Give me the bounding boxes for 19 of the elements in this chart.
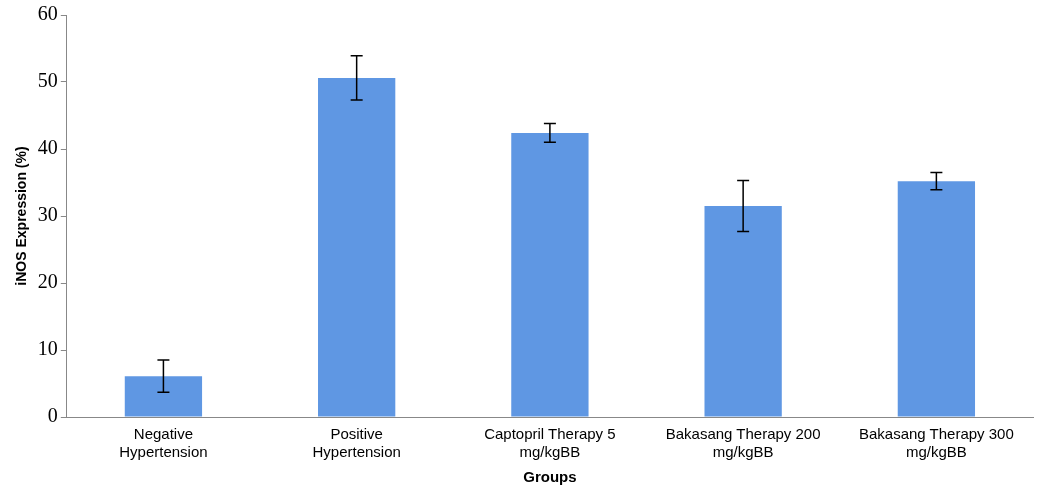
y-tick-label: 50 [37,69,58,92]
x-tick-label: Positive Hypertension [312,425,401,461]
y-axis-title: iNOS Expression (%) [13,146,30,286]
bar [318,77,396,417]
y-tick-label: 10 [37,337,58,360]
x-tick-label: Bakasang Therapy 200 mg/kgBB [665,425,821,461]
x-tick-label: Bakasang Therapy 300 mg/kgBB [858,425,1014,461]
y-tick-label: 20 [37,270,58,293]
x-tick-label: Captopril Therapy 5 mg/kgBB [484,425,616,461]
y-tick-label: 30 [37,203,58,226]
y-tick-label: 40 [37,136,58,159]
y-tick-label: 0 [47,404,58,427]
bar [704,205,782,417]
x-tick-label: Negative Hypertension [119,425,208,461]
bar [897,181,976,417]
y-tick-label: 60 [37,2,58,25]
x-axis-title: Groups [523,468,577,486]
bar [511,132,589,417]
bar [124,376,203,417]
